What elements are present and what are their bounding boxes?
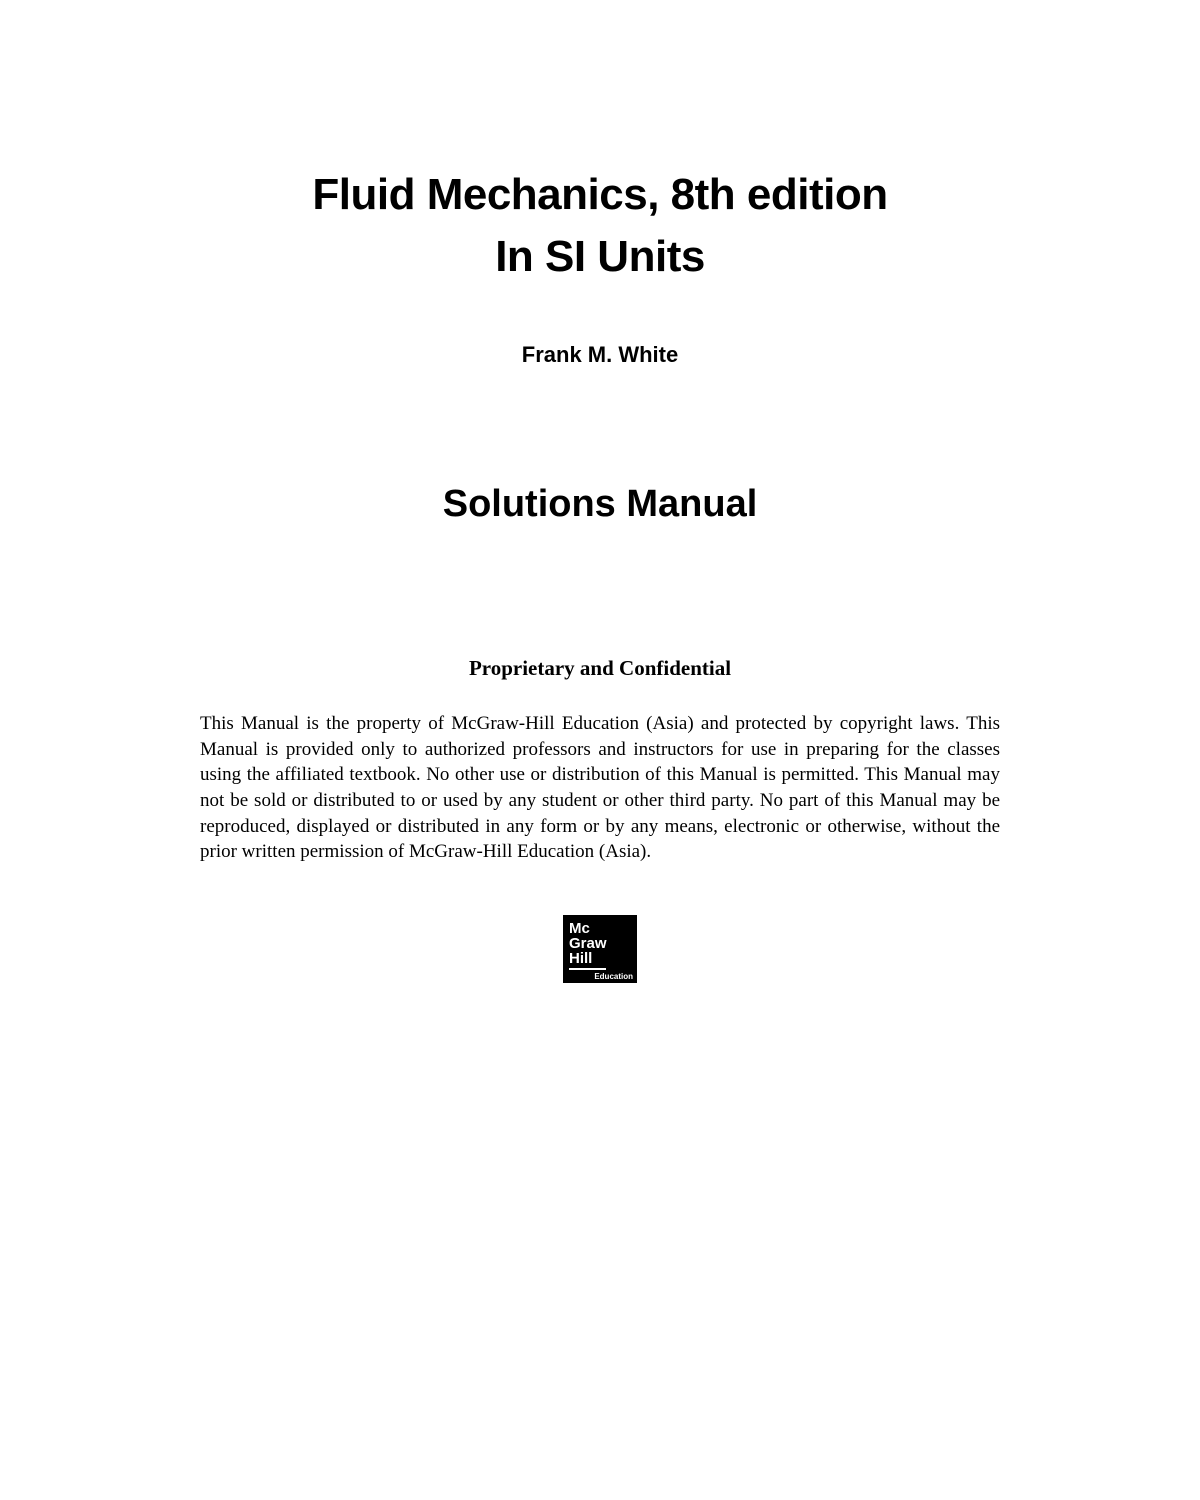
publisher-logo: Mc Graw Hill Education (563, 915, 637, 983)
logo-tagline: Education (594, 972, 633, 981)
notice-body: This Manual is the property of McGraw-Hi… (200, 711, 1000, 865)
book-title-line2: In SI Units (200, 232, 1000, 282)
logo-text-line3: Hill (569, 951, 631, 966)
logo-text-line1: Mc (569, 921, 631, 936)
author-name: Frank M. White (200, 342, 1000, 368)
notice-heading: Proprietary and Confidential (200, 656, 1000, 681)
document-subtitle: Solutions Manual (200, 483, 1000, 526)
logo-text-line2: Graw (569, 936, 631, 951)
book-title-line1: Fluid Mechanics, 8th edition (200, 170, 1000, 220)
publisher-logo-container: Mc Graw Hill Education (200, 915, 1000, 983)
logo-underline (569, 968, 606, 970)
